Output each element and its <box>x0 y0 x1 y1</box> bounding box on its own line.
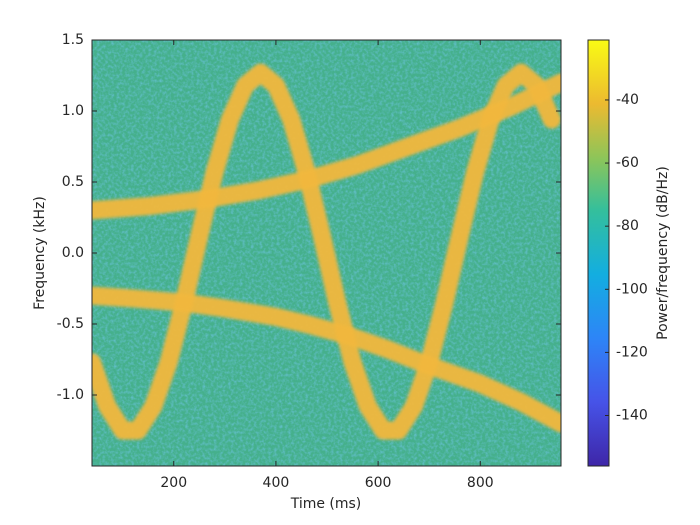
y-tick-label: 1.0 <box>62 103 84 119</box>
signal-track <box>92 73 561 220</box>
colorbar-tick-label: -120 <box>616 344 648 360</box>
y-tick-label: 0.0 <box>62 245 84 261</box>
y-tick-label: -0.5 <box>57 316 84 332</box>
plot-area <box>92 40 561 466</box>
y-tick-label: -1.0 <box>57 387 84 403</box>
y-tick-label: 1.5 <box>62 32 84 48</box>
x-tick-label: 200 <box>160 475 187 491</box>
y-axis-label: Frequency (kHz) <box>32 196 48 310</box>
colorbar-tick-label: -40 <box>616 92 639 108</box>
colorbar-tick-label: -80 <box>616 218 639 234</box>
signal-track <box>92 63 561 440</box>
x-axis-label: Time (ms) <box>290 496 362 512</box>
colorbar-label: Power/frequency (dB/Hz) <box>655 166 671 340</box>
signal-track <box>92 286 561 433</box>
colorbar-tick-label: -140 <box>616 408 648 424</box>
y-tick-label: 0.5 <box>62 174 84 190</box>
colorbar <box>587 39 610 467</box>
x-tick-label: 400 <box>263 475 290 491</box>
colorbar-tick-label: -60 <box>616 155 639 171</box>
x-tick-label: 800 <box>467 475 494 491</box>
x-tick-label: 600 <box>365 475 392 491</box>
colorbar-tick-label: -100 <box>616 281 648 297</box>
